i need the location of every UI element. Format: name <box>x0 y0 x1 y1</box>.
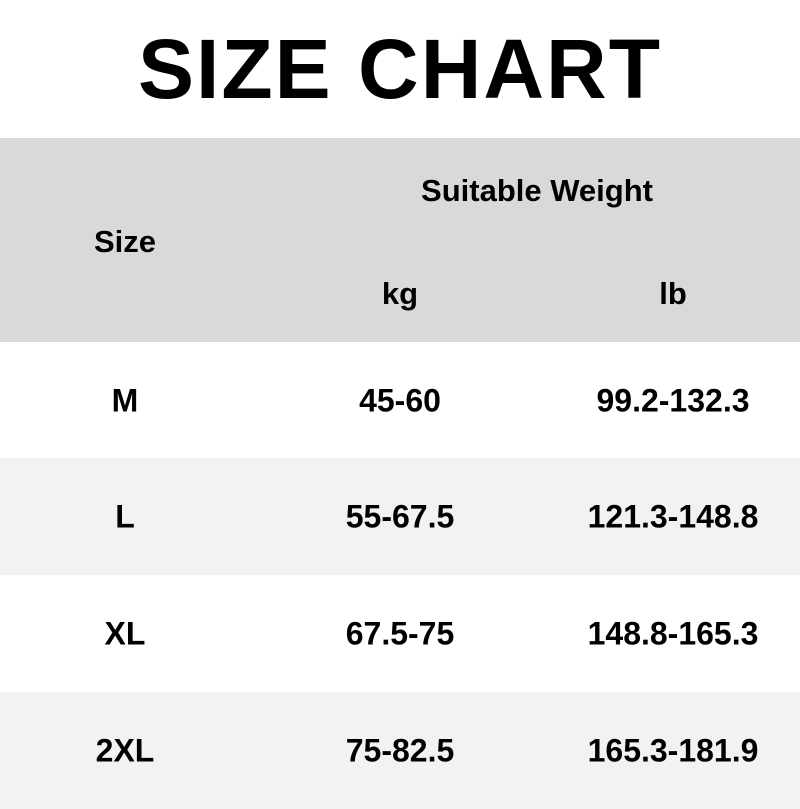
cell-size: XL <box>104 615 146 651</box>
cell-size: L <box>115 498 135 534</box>
cell-size: 2XL <box>95 732 155 768</box>
table-row: L 55-67.5 121.3-148.8 <box>0 458 800 575</box>
cell-lb: 148.8-165.3 <box>587 615 759 651</box>
cell-lb: 99.2-132.3 <box>596 382 750 418</box>
cell-lb: 121.3-148.8 <box>587 498 759 534</box>
table-row: 2XL 75-82.5 165.3-181.9 <box>0 692 800 809</box>
cell-lb: 165.3-181.9 <box>587 732 759 768</box>
cell-kg: 67.5-75 <box>345 615 455 651</box>
table-row: M 45-60 99.2-132.3 <box>0 342 800 459</box>
page-title: SIZE CHART <box>138 21 662 116</box>
cell-kg: 45-60 <box>359 382 441 418</box>
cell-kg: 75-82.5 <box>345 732 455 768</box>
table-header: Size Suitable Weight kg lb <box>0 138 800 342</box>
header-size: Size <box>93 224 157 259</box>
header-lb: lb <box>659 276 687 311</box>
cell-size: M <box>111 382 139 418</box>
cell-kg: 55-67.5 <box>345 498 455 534</box>
header-suitable-weight: Suitable Weight <box>421 173 653 208</box>
table-row: XL 67.5-75 148.8-165.3 <box>0 575 800 692</box>
header-kg: kg <box>381 276 419 311</box>
